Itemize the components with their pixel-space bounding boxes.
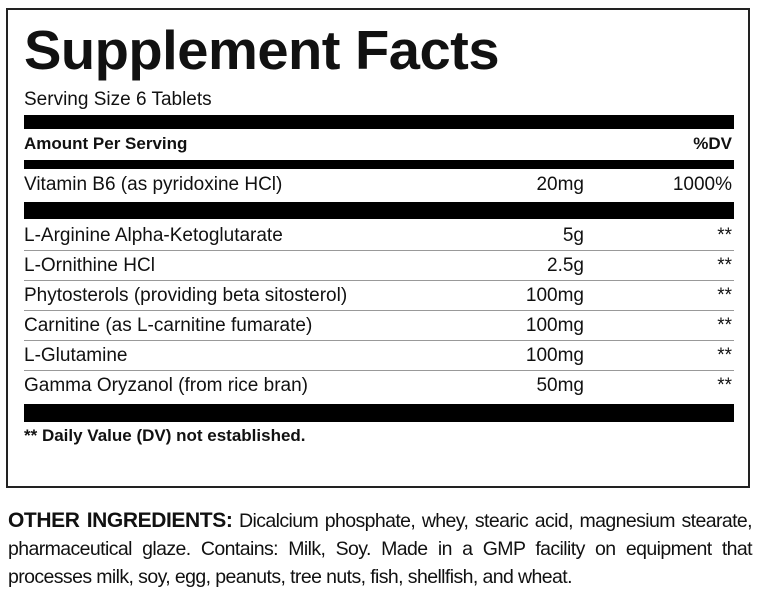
ingredient-name: L-Ornithine HCl [24,255,155,276]
table-row: L-Arginine Alpha-Ketoglutarate 5g ** [24,221,734,251]
nutrient-dv: 1000% [672,174,732,195]
other-ingredients-text: Dicalcium phosphate, whey, stearic acid,… [8,510,753,588]
nutrient-amount: 20mg [536,174,584,195]
ingredient-amount: 50mg [536,375,584,396]
ingredient-dv: ** [717,345,732,366]
thick-divider [24,115,734,129]
other-ingredients: OTHER INGREDIENTS: Dicalcium phosphate, … [8,507,753,591]
ingredient-amount: 100mg [525,345,584,366]
row-divider [24,340,734,341]
dv-label: %DV [693,134,732,153]
table-header: Amount Per Serving %DV [24,132,734,156]
row-divider [24,250,734,251]
ingredient-dv: ** [717,375,732,396]
ingredient-dv: ** [717,315,732,336]
thick-divider [24,404,734,422]
table-row: Carnitine (as L-carnitine fumarate) 100mg… [24,311,734,341]
table-row: L-Glutamine 100mg ** [24,341,734,371]
ingredient-name: L-Glutamine [24,345,128,366]
ingredient-dv: ** [717,225,732,246]
table-row: Vitamin B6 (as pyridoxine HCl) 20mg 1000… [24,170,734,200]
supplement-facts-panel: Supplement Facts Serving Size 6 Tablets … [6,8,750,488]
ingredient-dv: ** [717,255,732,276]
ingredient-amount: 5g [562,225,584,246]
table-row: Phytosterols (providing beta sitosterol)… [24,281,734,311]
ingredient-amount: 2.5g [547,255,584,276]
ingredient-amount: 100mg [525,315,584,336]
row-divider [24,310,734,311]
row-divider [24,370,734,371]
other-ingredients-label: OTHER INGREDIENTS: [8,509,233,532]
ingredient-name: Carnitine (as L-carnitine fumarate) [24,315,313,336]
row-divider [24,280,734,281]
panel-title: Supplement Facts [24,19,500,81]
serving-size: Serving Size 6 Tablets [24,89,212,110]
ingredient-amount: 100mg [525,285,584,306]
ingredient-name: Phytosterols (providing beta sitosterol) [24,285,348,306]
nutrient-name: Vitamin B6 (as pyridoxine HCl) [24,174,283,195]
ingredient-dv: ** [717,285,732,306]
medium-divider [24,160,734,169]
ingredient-name: L-Arginine Alpha-Ketoglutarate [24,225,283,246]
amount-per-serving-label: Amount Per Serving [24,134,188,153]
ingredient-name: Gamma Oryzanol (from rice bran) [24,375,309,396]
footnote: ** Daily Value (DV) not established. [24,426,306,445]
table-row: L-Ornithine HCl 2.5g ** [24,251,734,281]
thick-divider [24,202,734,219]
table-row: Gamma Oryzanol (from rice bran) 50mg ** [24,371,734,401]
